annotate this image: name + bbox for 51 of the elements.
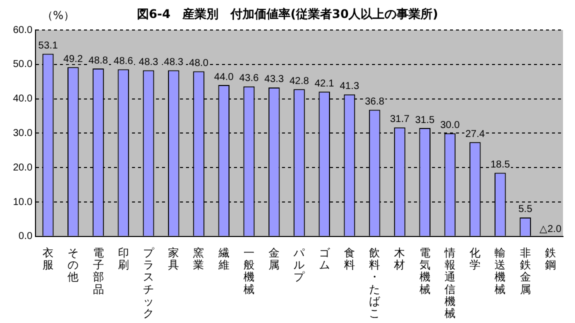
data-label: 48.0	[189, 58, 209, 70]
x-tick-label: 食料	[344, 247, 355, 272]
x-tick-label: 化学	[470, 247, 481, 272]
data-label: 31.5	[415, 114, 436, 126]
data-label: 44.0	[214, 72, 234, 83]
y-tick-label: 60.0	[12, 24, 33, 36]
x-tick-label: 一般機械	[243, 247, 254, 296]
data-label: 36.8	[364, 96, 385, 108]
data-label: 48.8	[88, 55, 108, 66]
x-tick-label: 鉄鋼	[544, 247, 556, 272]
data-label: 53.1	[38, 40, 58, 52]
y-axis-title: （%）	[42, 8, 74, 23]
x-tick-label: 飲料・たばこ	[369, 247, 382, 320]
data-label: 43.3	[264, 74, 284, 86]
y-tick-label: 20.0	[12, 162, 33, 174]
y-tick-label: 30.0	[12, 128, 33, 139]
data-label: 18.5	[490, 160, 510, 171]
data-label: 48.3	[138, 57, 159, 68]
x-tick-label: 印刷	[118, 246, 129, 272]
data-label: 48.6	[114, 56, 134, 67]
data-label: 31.7	[390, 114, 410, 126]
x-tick-label: ゴム	[318, 247, 331, 272]
data-label: 43.6	[239, 73, 260, 84]
x-tick-label: 家具	[168, 246, 180, 272]
chart-title: 図6-4 産業別 付加価値率(従業者30人以上の事業所)	[136, 7, 438, 21]
data-label: 27.4	[465, 128, 486, 140]
data-label: 49.2	[63, 54, 84, 65]
x-tick-label: 金属	[268, 247, 280, 272]
y-tick-label: 0.0	[18, 231, 33, 242]
x-tick-label: 木材	[393, 246, 406, 272]
data-label: 48.3	[164, 57, 184, 68]
x-tick-label: プラスチック	[143, 246, 156, 320]
data-label: 30.0	[440, 120, 460, 131]
x-tick-label: パルプ	[292, 247, 306, 284]
x-tick-label: 衣服	[42, 246, 54, 272]
x-tick-label: 輸送機械	[494, 247, 506, 296]
data-label: 42.1	[314, 78, 335, 90]
x-tick-label: 情報通信機械	[443, 246, 456, 320]
y-tick-label: 10.0	[12, 196, 33, 208]
data-label: 41.3	[340, 81, 360, 92]
data-label: 5.5	[518, 204, 533, 216]
x-tick-label: 繊維	[217, 246, 230, 272]
x-tick-label: 窯業	[193, 246, 204, 272]
x-tick-label: その他	[68, 247, 79, 284]
x-tick-label: 電気機械	[419, 247, 430, 296]
x-tick-label: 電子部品	[92, 247, 104, 296]
y-tick-label: 50.0	[12, 59, 33, 70]
x-tick-label: 非鉄金属	[520, 246, 531, 296]
data-label: 42.8	[289, 76, 310, 87]
text: △2.0	[539, 224, 562, 236]
y-tick-label: 40.0	[12, 94, 33, 105]
